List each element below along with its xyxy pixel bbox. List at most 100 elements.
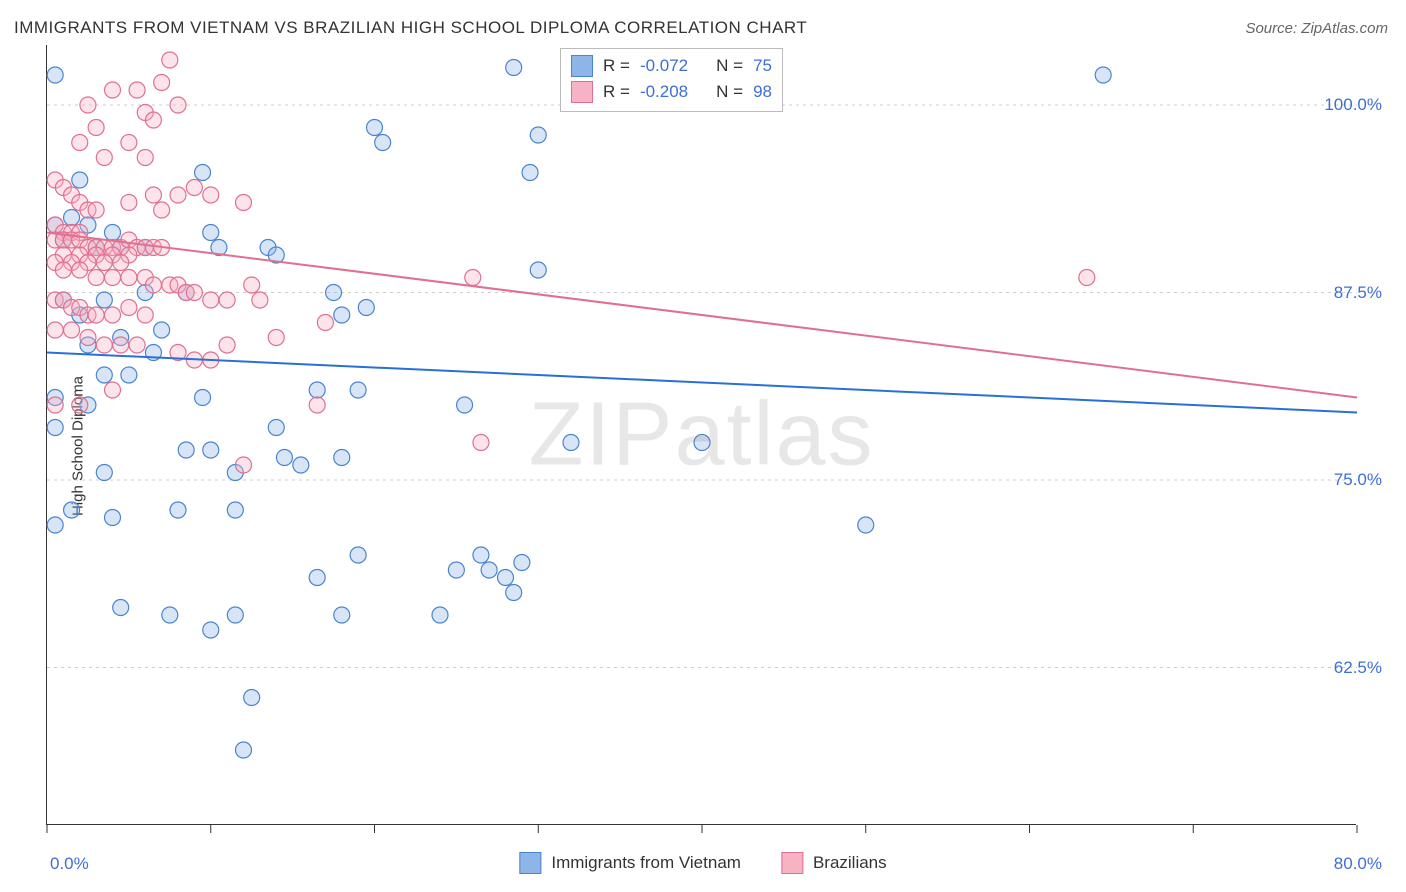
scatter-point — [227, 502, 243, 518]
scatter-point — [64, 502, 80, 518]
scatter-point — [64, 210, 80, 226]
scatter-point — [1079, 270, 1095, 286]
stat-R-vietnam: -0.072 — [640, 53, 688, 79]
legend-item: Brazilians — [781, 852, 887, 874]
stat-label-N: N = — [716, 79, 743, 105]
scatter-point — [72, 397, 88, 413]
scatter-point — [47, 67, 63, 83]
scatter-point — [88, 270, 104, 286]
scatter-point — [473, 547, 489, 563]
y-tick-label: 87.5% — [1334, 283, 1382, 303]
x-axis-max-label: 80.0% — [1334, 854, 1382, 874]
scatter-point — [309, 570, 325, 586]
swatch-brazil — [781, 852, 803, 874]
scatter-point — [88, 120, 104, 136]
scatter-point — [105, 225, 121, 241]
scatter-point — [170, 97, 186, 113]
stat-label-N: N = — [716, 53, 743, 79]
scatter-point — [203, 442, 219, 458]
scatter-point — [481, 562, 497, 578]
scatter-point — [47, 517, 63, 533]
scatter-point — [334, 607, 350, 623]
scatter-point — [236, 195, 252, 211]
swatch-vietnam — [519, 852, 541, 874]
swatch-vietnam — [571, 55, 593, 77]
x-axis-min-label: 0.0% — [50, 854, 89, 874]
scatter-point — [530, 127, 546, 143]
scatter-point — [498, 570, 514, 586]
y-tick-label: 75.0% — [1334, 470, 1382, 490]
scatter-point — [448, 562, 464, 578]
scatter-point — [186, 180, 202, 196]
scatter-point — [72, 135, 88, 151]
scatter-point — [96, 292, 112, 308]
scatter-point — [219, 337, 235, 353]
scatter-point — [154, 202, 170, 218]
y-tick-label: 100.0% — [1324, 95, 1382, 115]
scatter-point — [268, 330, 284, 346]
scatter-point — [96, 255, 112, 271]
bottom-legend: Immigrants from Vietnam Brazilians — [519, 852, 886, 874]
scatter-point — [129, 82, 145, 98]
scatter-point — [47, 322, 63, 338]
scatter-point — [96, 337, 112, 353]
scatter-point — [121, 270, 137, 286]
scatter-point — [105, 307, 121, 323]
scatter-point — [506, 60, 522, 76]
scatter-point — [88, 307, 104, 323]
scatter-point — [203, 622, 219, 638]
scatter-point — [252, 292, 268, 308]
scatter-point — [154, 75, 170, 91]
scatter-point — [113, 255, 129, 271]
scatter-point — [268, 420, 284, 436]
scatter-point — [195, 390, 211, 406]
scatter-point — [72, 172, 88, 188]
scatter-point — [186, 285, 202, 301]
stat-N-brazil: 98 — [753, 79, 772, 105]
scatter-point — [113, 600, 129, 616]
scatter-point — [334, 450, 350, 466]
scatter-point — [113, 337, 129, 353]
scatter-point — [276, 450, 292, 466]
scatter-point — [170, 187, 186, 203]
scatter-point — [145, 277, 161, 293]
scatter-point — [465, 270, 481, 286]
stat-N-vietnam: 75 — [753, 53, 772, 79]
scatter-point — [219, 292, 235, 308]
scatter-point — [1095, 67, 1111, 83]
scatter-point — [170, 502, 186, 518]
scatter-point — [96, 367, 112, 383]
scatter-point — [530, 262, 546, 278]
trendline — [47, 233, 1357, 398]
chart-title: IMMIGRANTS FROM VIETNAM VS BRAZILIAN HIG… — [14, 18, 807, 38]
scatter-point — [162, 607, 178, 623]
scatter-point — [350, 382, 366, 398]
scatter-point — [473, 435, 489, 451]
scatter-point — [506, 585, 522, 601]
scatter-point — [309, 397, 325, 413]
scatter-point — [105, 382, 121, 398]
source-label: Source: ZipAtlas.com — [1245, 20, 1388, 37]
scatter-point — [121, 367, 137, 383]
scatter-point — [309, 382, 325, 398]
scatter-point — [203, 187, 219, 203]
stat-label-R: R = — [603, 79, 630, 105]
legend-label-brazil: Brazilians — [813, 853, 887, 873]
trendline — [47, 353, 1357, 413]
scatter-point — [432, 607, 448, 623]
scatter-point — [105, 510, 121, 526]
stats-legend-box: R = -0.072 N = 75 R = -0.208 N = 98 — [560, 48, 783, 112]
scatter-point — [121, 195, 137, 211]
scatter-point — [80, 330, 96, 346]
scatter-point — [358, 300, 374, 316]
scatter-point — [858, 517, 874, 533]
scatter-point — [96, 150, 112, 166]
scatter-point — [47, 397, 63, 413]
scatter-point — [55, 262, 71, 278]
scatter-point — [334, 307, 350, 323]
scatter-point — [375, 135, 391, 151]
scatter-point — [694, 435, 710, 451]
scatter-point — [96, 465, 112, 481]
stats-row: R = -0.208 N = 98 — [571, 79, 772, 105]
scatter-point — [145, 187, 161, 203]
